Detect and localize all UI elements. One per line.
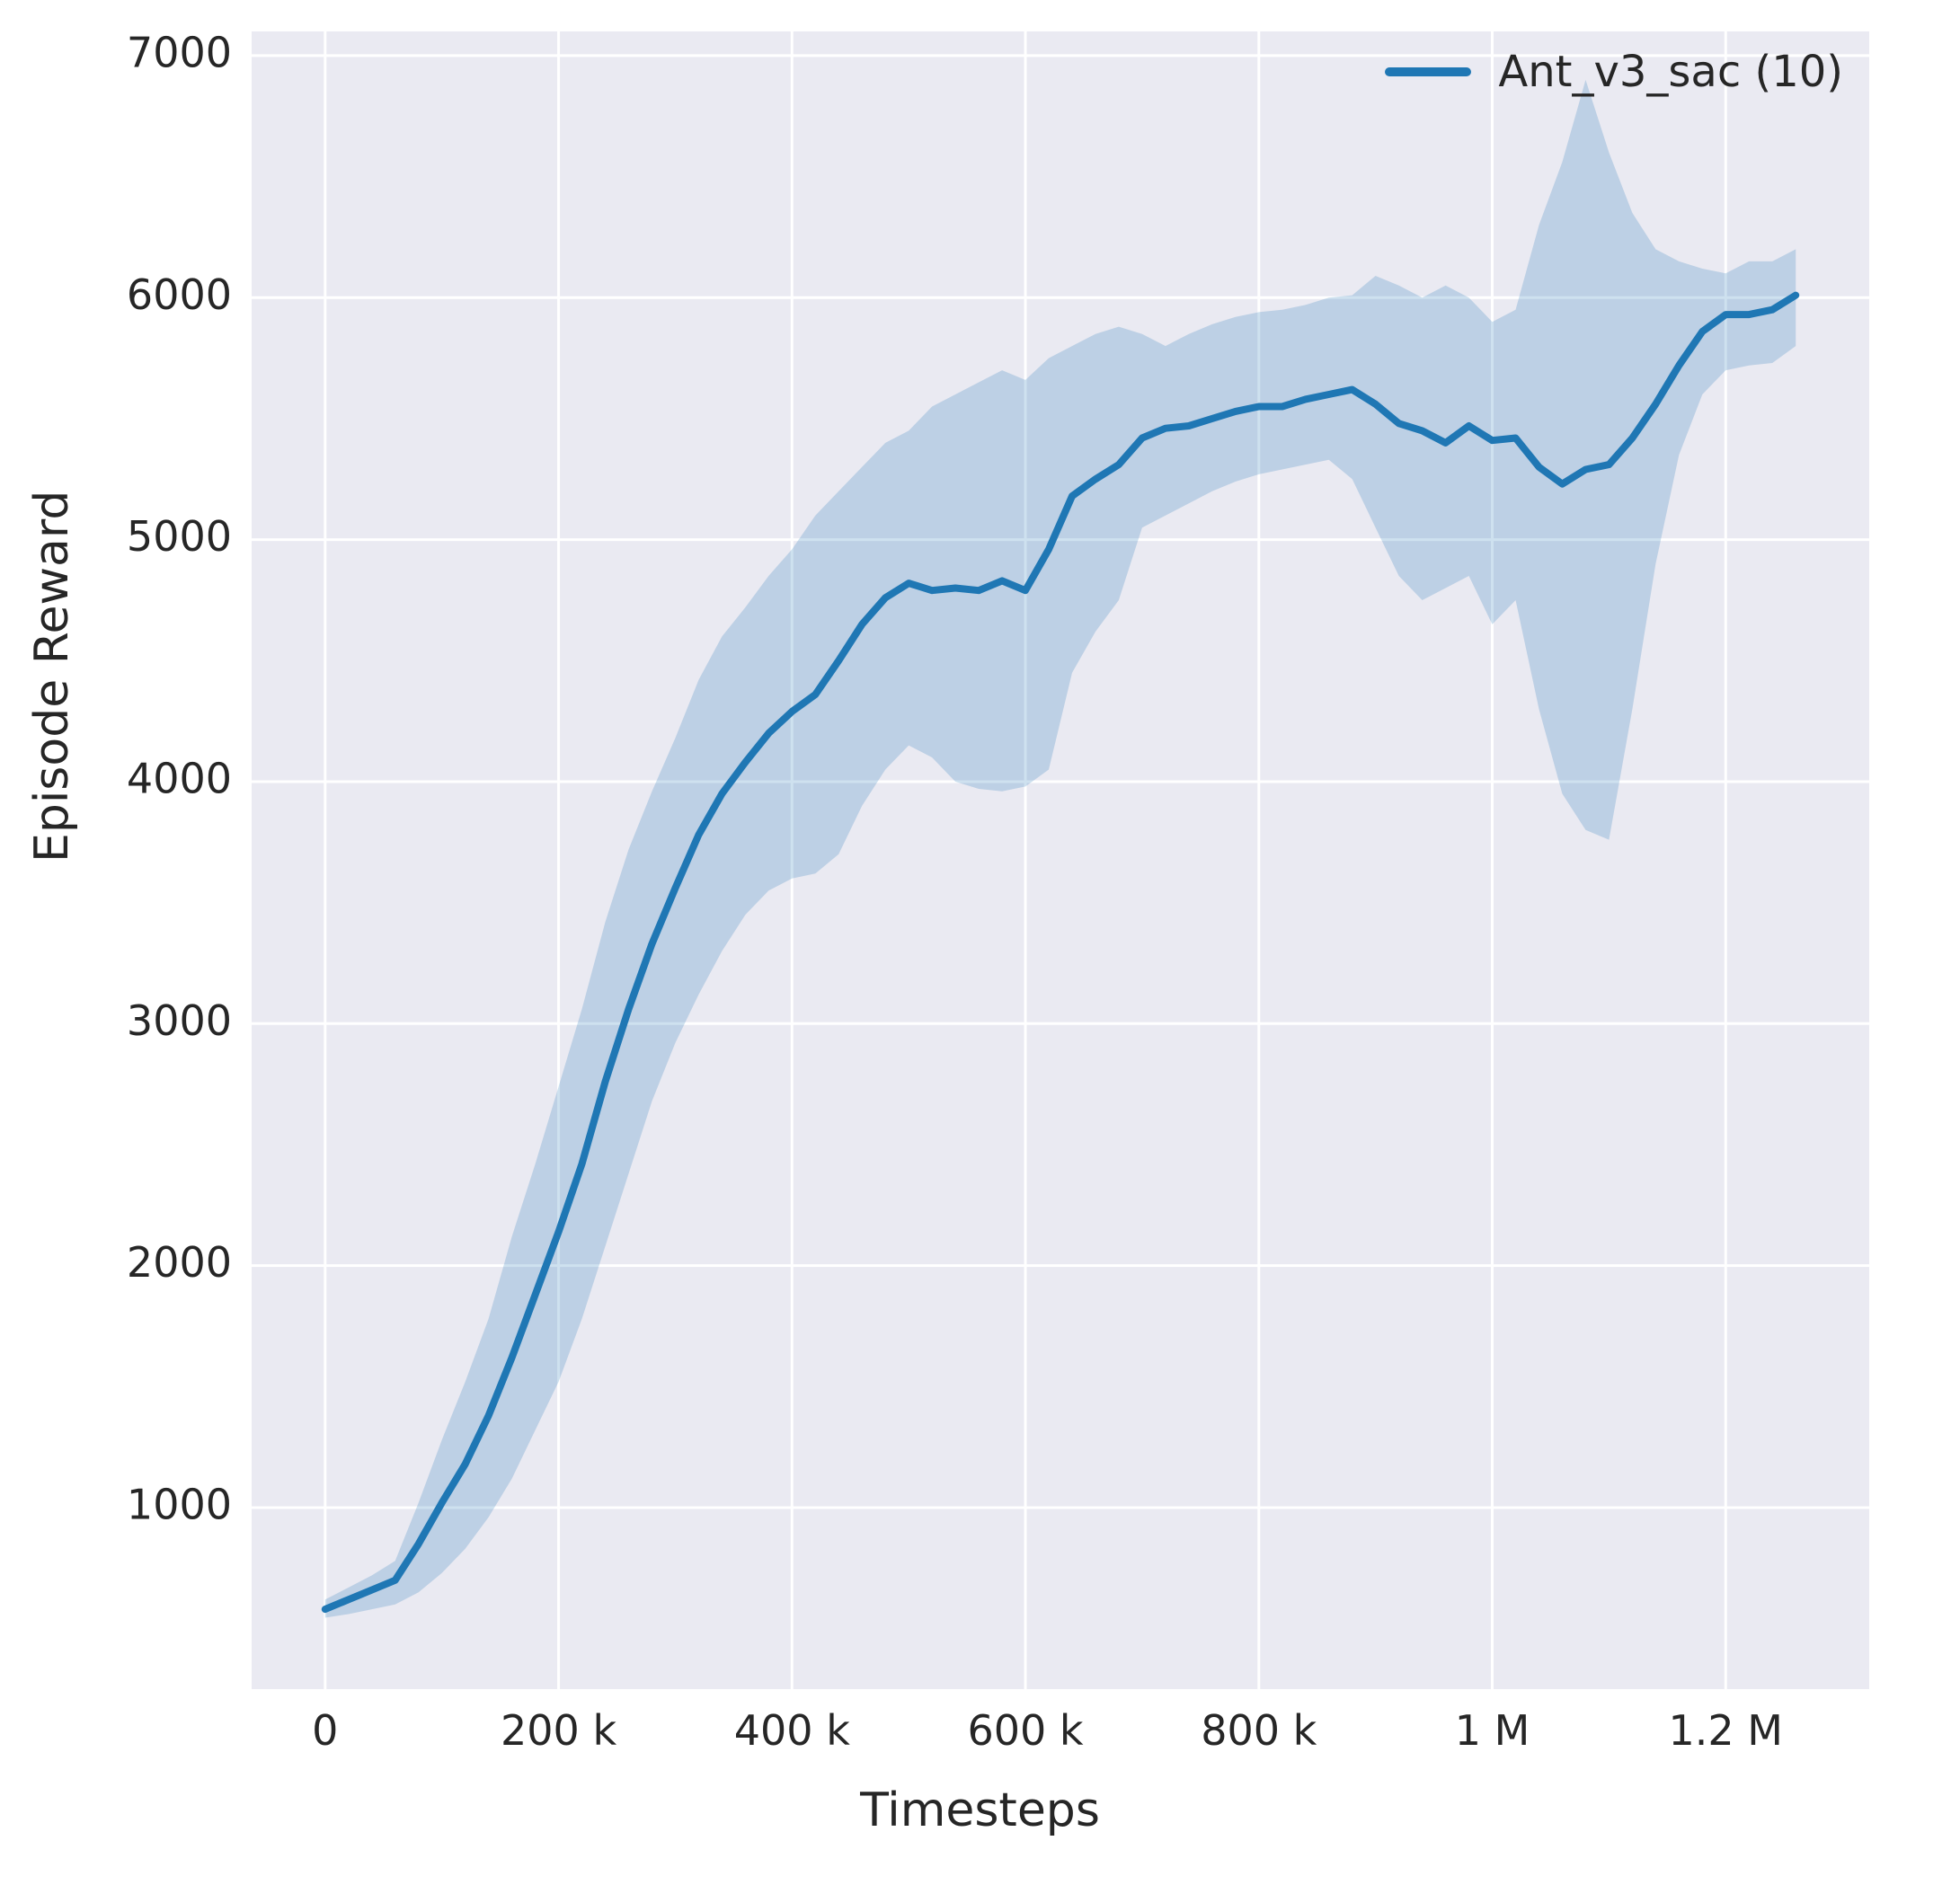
x-tick-label: 0 xyxy=(312,1706,338,1755)
x-tick-label: 400 k xyxy=(734,1706,850,1755)
mean-line xyxy=(321,291,1800,1614)
y-tick-label: 7000 xyxy=(127,28,232,76)
x-tick-label: 800 k xyxy=(1201,1706,1317,1755)
confidence-band xyxy=(324,79,1796,1618)
x-tick-label: 1.2 M xyxy=(1669,1706,1783,1755)
x-axis-label: Timesteps xyxy=(860,1783,1100,1837)
legend: Ant_v3_sac (10) xyxy=(1385,47,1843,97)
x-tick-label: 200 k xyxy=(501,1706,616,1755)
x-tick-label: 1 M xyxy=(1455,1706,1530,1755)
y-axis-label: Episode Reward xyxy=(25,490,79,863)
legend-line-swatch xyxy=(1385,67,1472,76)
y-tick-label: 2000 xyxy=(127,1238,232,1287)
y-tick-label: 6000 xyxy=(127,270,232,319)
plot-background xyxy=(252,31,1869,1689)
legend-series-label: Ant_v3_sac (10) xyxy=(1498,47,1843,97)
y-tick-label: 1000 xyxy=(127,1480,232,1528)
y-tick-label: 5000 xyxy=(127,512,232,561)
y-tick-label: 3000 xyxy=(127,996,232,1045)
x-tick-label: 600 k xyxy=(968,1706,1084,1755)
y-tick-label: 4000 xyxy=(127,754,232,802)
